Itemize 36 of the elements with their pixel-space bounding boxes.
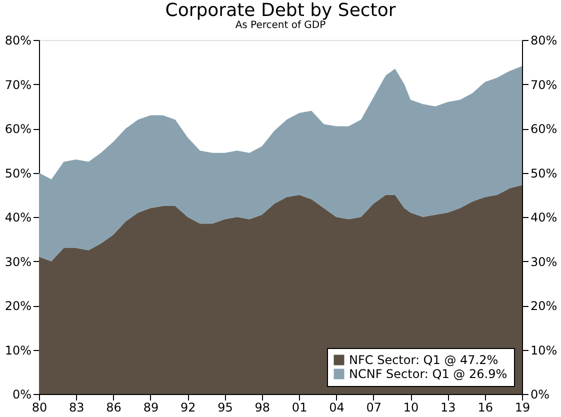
- x-tick-label: 10: [403, 400, 419, 414]
- y2-tick-label: 30%: [530, 254, 558, 269]
- x-tick-label: 01: [292, 400, 308, 414]
- x-tick-label: 83: [69, 400, 84, 414]
- y-tick-label: 0%: [12, 388, 32, 402]
- x-tick-label: 80: [32, 400, 48, 414]
- y-tick-label: 20%: [4, 299, 32, 313]
- x-tick-label: 13: [440, 400, 456, 414]
- y2-tick-label: 60%: [530, 122, 558, 136]
- y-tick-label: 10%: [4, 343, 32, 358]
- x-tick-label: 89: [143, 400, 159, 414]
- legend-label: NCNF Sector: Q1 @ 26.9%: [349, 367, 508, 381]
- y-tick-label: 80%: [4, 34, 32, 48]
- y2-tick-label: 20%: [530, 299, 558, 313]
- y-tick-label: 40%: [4, 210, 32, 224]
- y-tick-label: 30%: [4, 254, 32, 269]
- chart-subtitle: As Percent of GDP: [235, 20, 326, 31]
- x-tick-label: 92: [180, 400, 196, 414]
- y2-tick-label: 0%: [530, 388, 550, 402]
- x-tick-label: 04: [329, 400, 344, 414]
- x-tick-label: 95: [218, 400, 233, 414]
- y2-tick-label: 70%: [530, 78, 558, 92]
- y2-tick-label: 10%: [530, 343, 558, 358]
- x-tick-label: 98: [254, 400, 270, 414]
- y2-tick-label: 50%: [530, 166, 558, 180]
- x-tick-label: 86: [106, 400, 122, 414]
- y-tick-label: 60%: [4, 122, 32, 136]
- x-tick-label: 07: [366, 400, 382, 414]
- legend-label: NFC Sector: Q1 @ 47.2%: [349, 353, 498, 367]
- x-tick-label: 16: [478, 400, 493, 414]
- y-tick-label: 50%: [4, 166, 32, 180]
- y-tick-label: 70%: [4, 78, 32, 92]
- chart-title: Corporate Debt by Sector: [165, 0, 396, 21]
- x-tick-label: 19: [514, 400, 530, 414]
- y2-tick-label: 80%: [530, 34, 558, 48]
- y2-tick-label: 40%: [530, 210, 558, 224]
